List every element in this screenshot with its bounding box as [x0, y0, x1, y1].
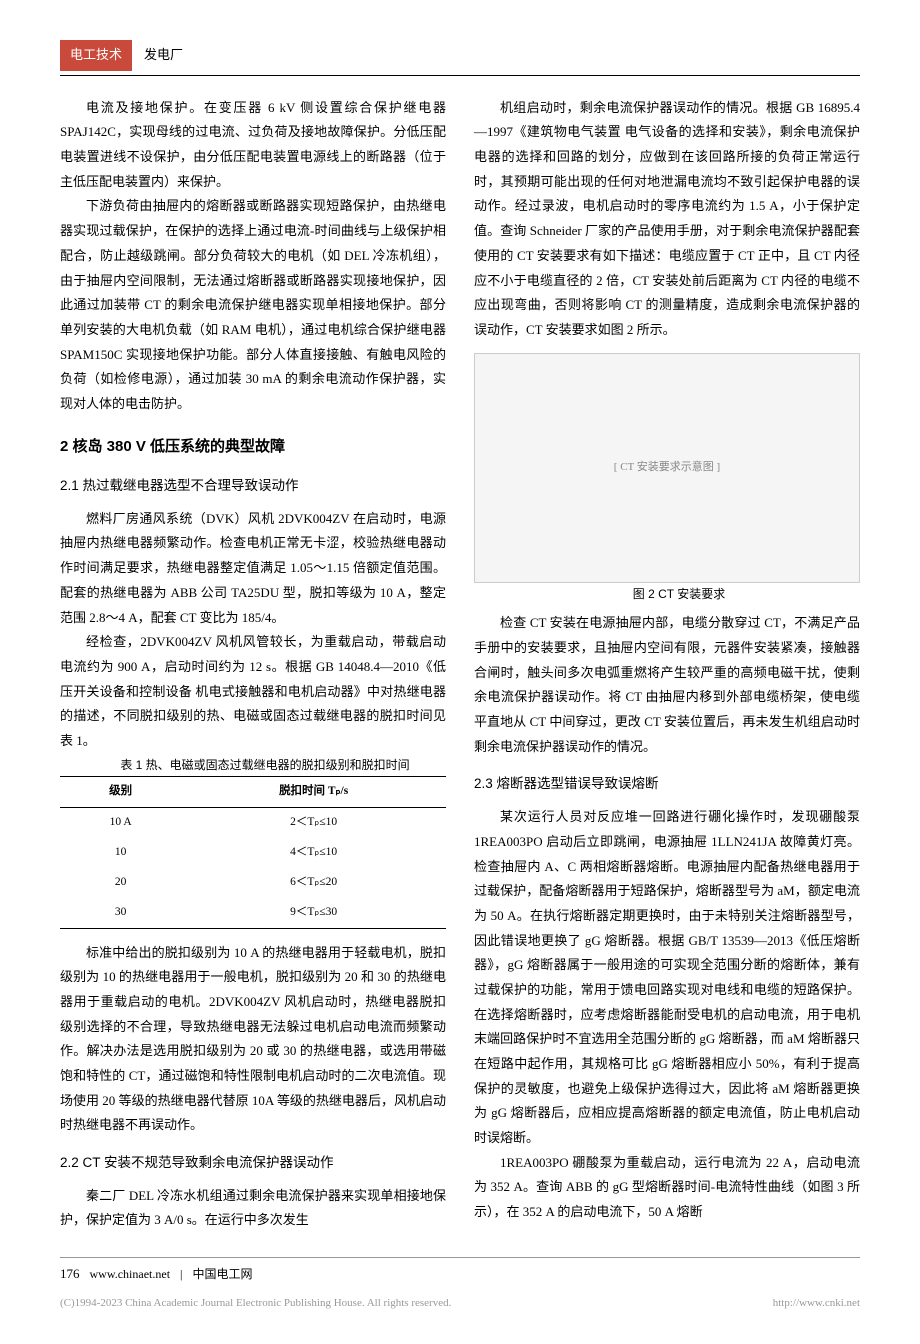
table-header-cell: 脱扣时间 Tₚ/s	[181, 777, 446, 808]
table-cell: 10 A	[60, 808, 181, 838]
table-header-cell: 级别	[60, 777, 181, 808]
table-cell: 4＜Tₚ≤10	[181, 838, 446, 868]
table-caption: 表 1 热、电磁或固态过载继电器的脱扣级别和脱扣时间	[60, 754, 446, 777]
table-row: 10 4＜Tₚ≤10	[60, 838, 446, 868]
figure-block: [ CT 安装要求示意图 ] 图 2 CT 安装要求	[474, 353, 860, 606]
body-paragraph: 经检查，2DVK004ZV 风机风管较长，为重载启动，带载启动电流约为 900 …	[60, 630, 446, 753]
body-paragraph: 机组启动时，剩余电流保护器误动作的情况。根据 GB 16895.4—1997《建…	[474, 96, 860, 343]
body-paragraph: 某次运行人员对反应堆一回路进行硼化操作时，发现硼酸泵 1REA003PO 启动后…	[474, 805, 860, 1151]
footer-site-url: www.chinaet.net	[90, 1263, 171, 1286]
subsection-heading: 2.1 热过载继电器选型不合理导致误动作	[60, 473, 446, 499]
table-row: 30 9＜Tₚ≤30	[60, 898, 446, 928]
copyright-text: (C)1994-2023 China Academic Journal Elec…	[60, 1293, 451, 1314]
table-block: 表 1 热、电磁或固态过载继电器的脱扣级别和脱扣时间 级别 脱扣时间 Tₚ/s …	[60, 754, 446, 929]
body-paragraph: 1REA003PO 硼酸泵为重载启动，运行电流为 22 A，启动电流为 352 …	[474, 1151, 860, 1225]
page-header: 电工技术 发电厂	[60, 40, 860, 76]
table-cell: 20	[60, 868, 181, 898]
table-cell: 2＜Tₚ≤10	[181, 808, 446, 838]
table-cell: 10	[60, 838, 181, 868]
table-row: 20 6＜Tₚ≤20	[60, 868, 446, 898]
table-cell: 6＜Tₚ≤20	[181, 868, 446, 898]
table-cell: 30	[60, 898, 181, 928]
subsection-heading: 2.2 CT 安装不规范导致剩余电流保护器误动作	[60, 1150, 446, 1176]
page-number: 176	[60, 1262, 80, 1287]
body-paragraph: 下游负荷由抽屉内的熔断器或断路器实现短路保护，由热继电器实现过载保护，在保护的选…	[60, 194, 446, 416]
header-subcategory: 发电厂	[144, 43, 183, 68]
section-heading: 2 核岛 380 V 低压系统的典型故障	[60, 433, 446, 462]
figure-caption: 图 2 CT 安装要求	[474, 583, 860, 606]
copyright-line: (C)1994-2023 China Academic Journal Elec…	[60, 1293, 860, 1314]
header-category-tag: 电工技术	[60, 40, 132, 71]
table-cell: 9＜Tₚ≤30	[181, 898, 446, 928]
body-paragraph: 电流及接地保护。在变压器 6 kV 侧设置综合保护继电器 SPAJ142C，实现…	[60, 96, 446, 195]
page-footer: 176 www.chinaet.net | 中国电工网	[60, 1257, 860, 1287]
table-row: 10 A 2＜Tₚ≤10	[60, 808, 446, 838]
subsection-heading: 2.3 熔断器选型错误导致误熔断	[474, 771, 860, 797]
body-paragraph: 标准中给出的脱扣级别为 10 A 的热继电器用于轻载电机，脱扣级别为 10 的热…	[60, 941, 446, 1139]
copyright-link: http://www.cnki.net	[773, 1293, 860, 1314]
figure-placeholder: [ CT 安装要求示意图 ]	[474, 353, 860, 583]
two-column-body: 电流及接地保护。在变压器 6 kV 侧设置综合保护继电器 SPAJ142C，实现…	[60, 96, 860, 1233]
body-paragraph: 检查 CT 安装在电源抽屉内部，电缆分散穿过 CT，不满足产品手册中的安装要求，…	[474, 611, 860, 759]
body-paragraph: 燃料厂房通风系统（DVK）风机 2DVK004ZV 在启动时，电源抽屉内热继电器…	[60, 507, 446, 630]
trip-class-table: 级别 脱扣时间 Tₚ/s 10 A 2＜Tₚ≤10 10 4＜Tₚ≤10 20 …	[60, 776, 446, 928]
body-paragraph: 秦二厂 DEL 冷冻水机组通过剩余电流保护器来实现单相接地保护，保护定值为 3 …	[60, 1184, 446, 1233]
footer-site-name: 中国电工网	[192, 1263, 252, 1286]
